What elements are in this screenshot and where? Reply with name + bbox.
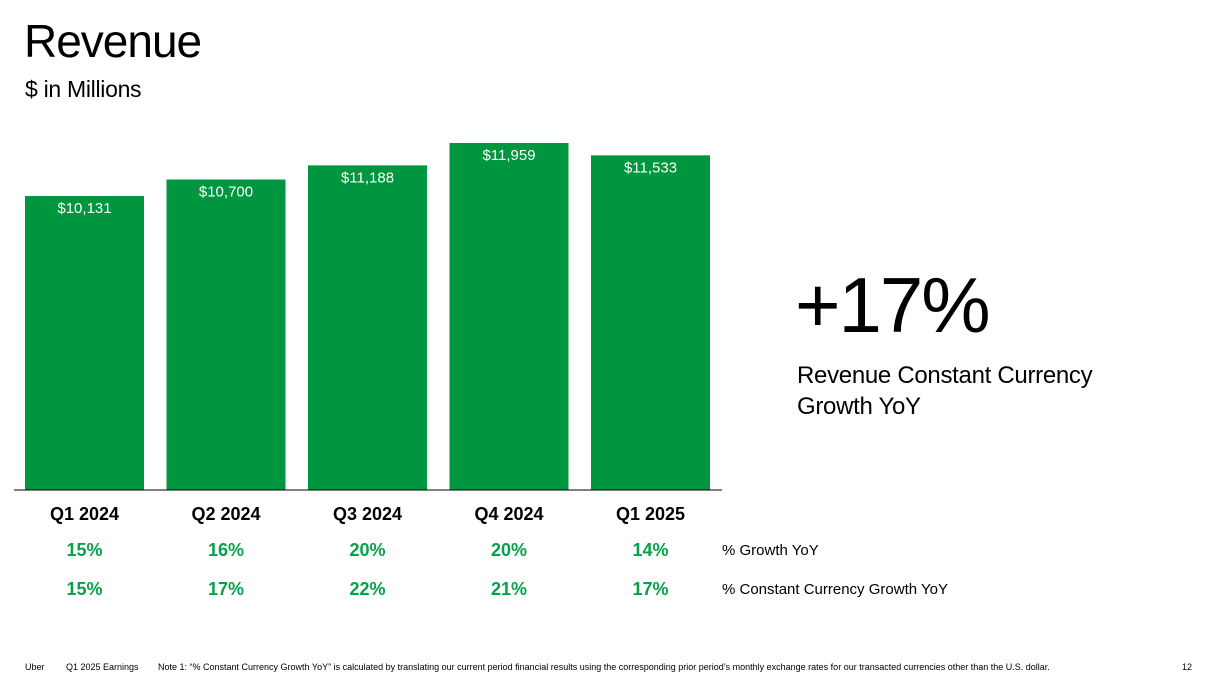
category-label: Q3 2024	[333, 504, 402, 524]
bar-q2-2024	[166, 179, 286, 491]
page-title: Revenue	[24, 15, 202, 67]
bar-value-label: $10,131	[57, 200, 111, 217]
row-label: % Constant Currency Growth YoY	[722, 581, 948, 598]
bar-q3-2024	[308, 165, 427, 490]
growth-value: 21%	[491, 579, 527, 599]
callout-label: Revenue Constant Currency Growth YoY	[797, 362, 1093, 420]
bar-value-label: $11,188	[341, 169, 394, 186]
growth-value: 14%	[632, 540, 668, 560]
bar-value-label: $11,533	[624, 159, 677, 176]
row-label: % Growth YoY	[722, 542, 819, 559]
category-label: Q1 2024	[50, 504, 119, 524]
growth-value: 16%	[208, 540, 244, 560]
category-label: Q2 2024	[191, 504, 260, 524]
growth-value: 15%	[66, 579, 102, 599]
growth-value: 20%	[491, 540, 527, 560]
growth-value: 17%	[632, 579, 668, 599]
growth-value: 22%	[349, 579, 385, 599]
bar-q4-2024	[449, 143, 569, 490]
bar-value-label: $10,700	[199, 184, 253, 201]
bar-q1-2024	[25, 196, 144, 490]
growth-value: 17%	[208, 579, 244, 599]
category-label: Q1 2025	[616, 504, 685, 524]
bar-value-label: $11,959	[482, 147, 535, 164]
footer-report: Q1 2025 Earnings	[66, 662, 139, 672]
page-subtitle: $ in Millions	[25, 76, 142, 102]
growth-value: 15%	[66, 540, 102, 560]
growth-value: 20%	[349, 540, 385, 560]
footer-brand: Uber	[25, 662, 45, 672]
footer-page-number: 12	[1182, 662, 1193, 672]
footer-note: Note 1: “% Constant Currency Growth YoY”…	[158, 662, 1050, 672]
callout-value: +17%	[795, 261, 991, 349]
category-label: Q4 2024	[474, 504, 543, 524]
bar-q1-2025	[591, 155, 710, 491]
